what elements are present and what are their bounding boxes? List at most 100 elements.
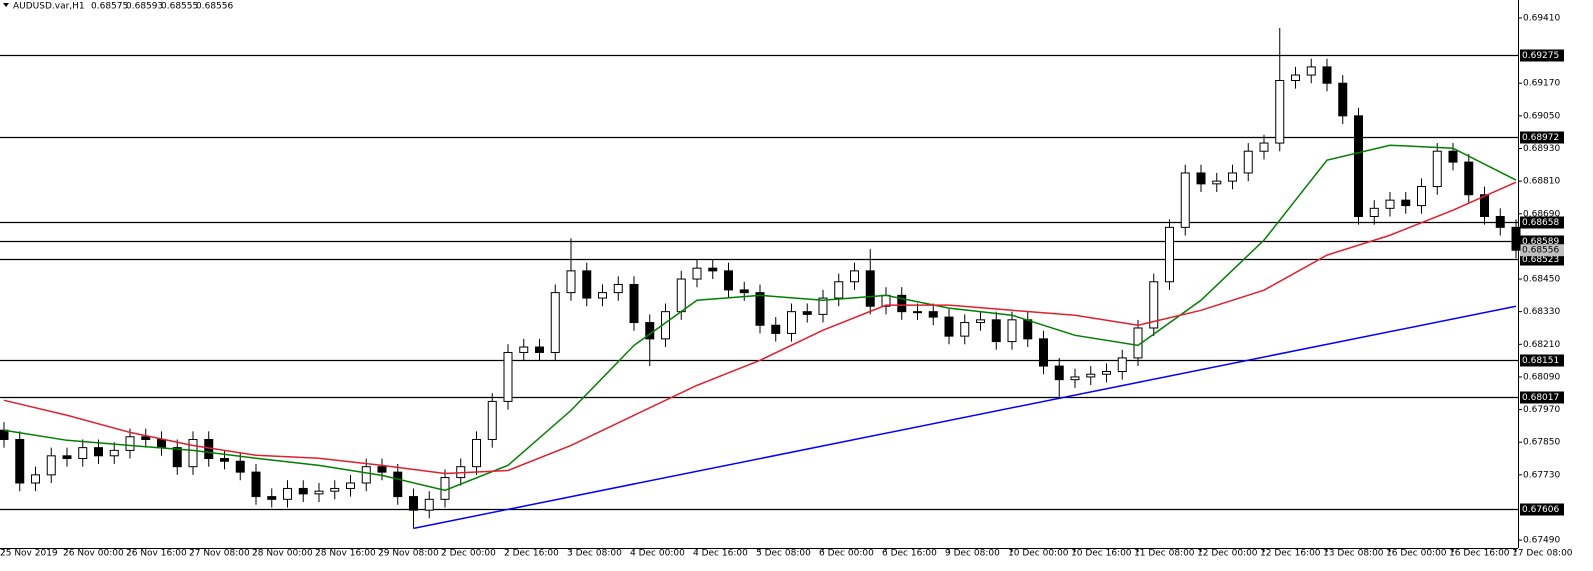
candle-body bbox=[15, 438, 25, 484]
candle-body bbox=[771, 324, 781, 334]
x-tick-label: 13 Dec 08:00 bbox=[1323, 549, 1384, 559]
candle-body bbox=[1212, 180, 1222, 185]
y-tick-label: 0.68810 bbox=[1523, 177, 1560, 187]
bar-high: 0.68593 bbox=[126, 2, 163, 12]
level-label: 0.68151 bbox=[1522, 356, 1559, 366]
x-tick-label: 28 Nov 00:00 bbox=[252, 549, 313, 559]
bar-close: 0.68556 bbox=[196, 2, 233, 12]
candle-body bbox=[346, 482, 355, 489]
candle-body bbox=[1448, 150, 1458, 163]
candle-body bbox=[409, 496, 418, 511]
candle-body bbox=[613, 283, 623, 294]
y-tick-label: 0.68210 bbox=[1523, 340, 1560, 350]
candle-body bbox=[172, 447, 182, 468]
candle-body bbox=[928, 311, 938, 318]
x-tick-label: 29 Nov 08:00 bbox=[378, 549, 439, 559]
menu-arrow[interactable] bbox=[3, 3, 9, 7]
candle-body bbox=[1149, 281, 1159, 329]
candle-body bbox=[976, 319, 985, 324]
candle-body bbox=[1385, 199, 1395, 209]
candle-body bbox=[566, 270, 576, 294]
y-tick-label: 0.69050 bbox=[1523, 111, 1560, 121]
candle-body bbox=[629, 283, 639, 324]
candle-body bbox=[109, 449, 119, 457]
candle-body bbox=[314, 490, 324, 495]
candle-body bbox=[519, 346, 529, 353]
candle-body bbox=[503, 351, 513, 402]
x-tick-label: 26 Nov 00:00 bbox=[63, 549, 124, 559]
candle-body bbox=[1306, 66, 1316, 76]
x-tick-label: 16 Dec 16:00 bbox=[1449, 549, 1510, 559]
candle-body bbox=[550, 292, 560, 353]
candle-body bbox=[850, 270, 859, 283]
candle-body bbox=[31, 474, 40, 484]
level-label: 0.68972 bbox=[1522, 133, 1559, 143]
candle-body bbox=[991, 319, 1001, 343]
candle-body bbox=[913, 311, 922, 314]
x-tick-label: 17 Dec 08:00 bbox=[1512, 549, 1573, 559]
candle-body bbox=[1495, 215, 1505, 228]
candle-body bbox=[598, 292, 607, 299]
level-label: 0.67606 bbox=[1522, 505, 1559, 515]
trend-line bbox=[413, 305, 1517, 530]
candle-body bbox=[157, 438, 166, 449]
candle-body bbox=[0, 429, 9, 440]
level-label-box bbox=[1520, 131, 1564, 144]
bar-low: 0.68555 bbox=[161, 2, 198, 12]
candle-body bbox=[1039, 338, 1048, 367]
candle-body bbox=[960, 322, 970, 337]
chart-title: AUDUSD.var,H1 bbox=[13, 2, 85, 12]
candle-body bbox=[487, 400, 497, 440]
x-tick-label: 12 Dec 16:00 bbox=[1260, 549, 1321, 559]
candle-body bbox=[46, 455, 56, 476]
y-tick-label: 0.69410 bbox=[1523, 13, 1560, 23]
candle-body bbox=[1417, 186, 1426, 207]
candle-body bbox=[125, 436, 135, 451]
candle-body bbox=[582, 270, 592, 299]
candle-body bbox=[361, 466, 371, 484]
candle-body bbox=[755, 292, 765, 326]
level-label: 0.68017 bbox=[1522, 393, 1559, 403]
candle-body bbox=[865, 270, 875, 307]
candle-body bbox=[1322, 66, 1332, 84]
candle-body bbox=[1401, 199, 1411, 207]
x-tick-label: 9 Dec 08:00 bbox=[945, 549, 1000, 559]
level-label-box bbox=[1520, 49, 1564, 62]
candle-body bbox=[787, 311, 796, 334]
candle-body bbox=[1275, 80, 1285, 144]
moving-average bbox=[3, 144, 1517, 492]
bid-label-box bbox=[1520, 244, 1564, 257]
candle-body bbox=[1354, 115, 1363, 217]
candle-body bbox=[141, 436, 151, 440]
y-tick-label: 0.68450 bbox=[1523, 275, 1560, 285]
candle-body bbox=[1259, 142, 1269, 152]
x-tick-label: 10 Dec 16:00 bbox=[1071, 549, 1132, 559]
candle-body bbox=[535, 346, 544, 353]
x-tick-label: 11 Dec 08:00 bbox=[1134, 549, 1195, 559]
x-tick-label: 10 Dec 00:00 bbox=[1008, 549, 1069, 559]
candle-body bbox=[235, 460, 245, 473]
candle-body bbox=[1086, 373, 1096, 378]
candle-body bbox=[818, 297, 828, 315]
candle-body bbox=[1228, 172, 1237, 182]
candle-body bbox=[1007, 319, 1017, 343]
x-tick-label: 26 Nov 16:00 bbox=[126, 549, 187, 559]
candle-body bbox=[1338, 82, 1348, 117]
candle-body bbox=[1243, 150, 1253, 174]
candle-body bbox=[472, 438, 481, 468]
x-tick-label: 2 Dec 16:00 bbox=[504, 549, 559, 559]
candle-body bbox=[377, 466, 387, 473]
candle-body bbox=[1432, 150, 1442, 188]
y-tick-label: 0.67730 bbox=[1523, 470, 1560, 480]
candle-body bbox=[1511, 226, 1521, 251]
candle-body bbox=[1023, 319, 1033, 340]
candle-body bbox=[802, 311, 812, 315]
candle-body bbox=[283, 487, 292, 500]
candle-body bbox=[251, 471, 261, 498]
x-tick-label: 27 Nov 08:00 bbox=[189, 549, 250, 559]
y-tick-label: 0.67490 bbox=[1523, 536, 1560, 546]
candle-body bbox=[724, 270, 733, 291]
bar-open: 0.68575 bbox=[91, 2, 128, 12]
